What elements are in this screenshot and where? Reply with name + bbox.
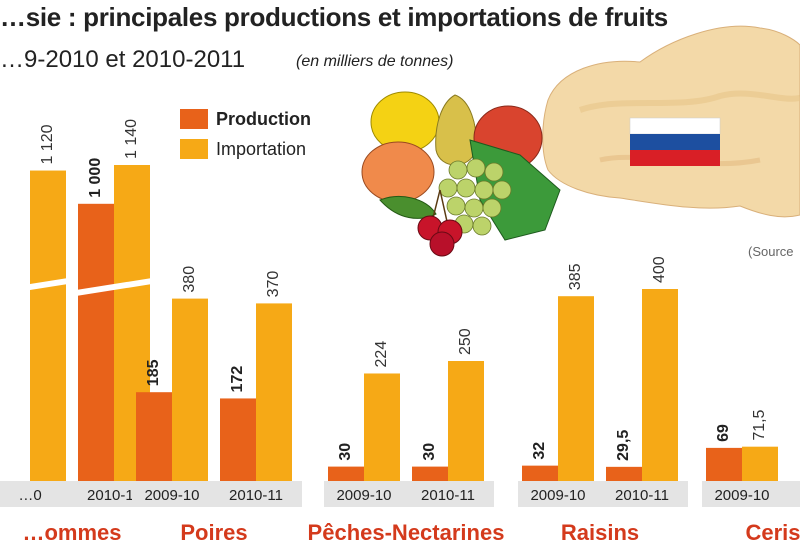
importation-value-label: 1 120: [39, 124, 56, 164]
legend-item-production: Production: [180, 104, 311, 134]
period-label: 2010-11: [229, 487, 283, 504]
period-label: 2009-10: [144, 487, 199, 504]
legend-swatch-production: [180, 109, 208, 129]
legend-label-production: Production: [216, 108, 311, 129]
production-value-label: 69: [715, 424, 732, 442]
bar-importation: [558, 296, 594, 481]
bar-production: [78, 203, 114, 482]
importation-value-label: 71,5: [751, 409, 768, 440]
importation-value-label: 1 140: [123, 119, 140, 159]
importation-value-label: 380: [181, 266, 198, 293]
bar-production: [706, 447, 742, 481]
axis-break: [76, 278, 152, 296]
production-value-label: 185: [145, 359, 162, 386]
bar-production: [220, 398, 256, 481]
legend-label-importation: Importation: [216, 138, 307, 159]
chart-subtitle: …9-2010 et 2010-2011: [0, 46, 246, 73]
importation-value-label: 385: [567, 263, 584, 290]
importation-value-label: 370: [265, 271, 282, 298]
chart-unit: (en milliers de tonnes): [296, 53, 454, 70]
importation-value-label: 250: [457, 328, 474, 355]
importation-value-label: 224: [373, 341, 390, 368]
production-value-label: 172: [229, 366, 246, 393]
period-band: [702, 481, 800, 507]
bar-production: [606, 466, 642, 481]
category-label: Raisins: [561, 520, 639, 545]
production-value-label: 30: [337, 443, 354, 461]
chart-source: (Source: [748, 244, 794, 259]
production-value-label: 32: [531, 442, 548, 460]
period-label: 2009-10: [530, 487, 585, 504]
bar-importation: [448, 361, 484, 481]
bar-production: [522, 465, 558, 481]
importation-value-label: 400: [651, 256, 668, 283]
category-label: Poires: [180, 520, 247, 545]
legend-swatch-importation: [180, 139, 208, 159]
axis-break: [0, 278, 68, 295]
period-label: 2010-11: [615, 487, 669, 504]
period-label: 2010-11: [421, 487, 475, 504]
category-label: Pêches-Nectarines: [308, 520, 505, 545]
period-label: …0: [18, 487, 41, 504]
period-band: [518, 481, 688, 507]
bar-importation: [30, 170, 66, 481]
bar-importation: [742, 446, 778, 481]
bar-importation: [642, 289, 678, 481]
russian-flag-icon: [629, 117, 721, 166]
legend-item-importation: Importation: [180, 134, 311, 164]
bar-production: [328, 466, 364, 481]
production-value-label: 30: [421, 443, 438, 461]
legend: Production Importation: [180, 104, 311, 164]
period-band: [132, 481, 302, 507]
category-label: …ommes: [22, 520, 121, 545]
production-value-label: 29,5: [615, 430, 632, 461]
period-label: 2009-10: [336, 487, 391, 504]
production-value-label: 1 000: [87, 158, 104, 198]
bar-importation: [256, 303, 292, 481]
chart-title: …sie : principales productions et import…: [0, 2, 668, 32]
period-band: [324, 481, 494, 507]
bar-importation: [172, 298, 208, 481]
period-label: 2010-11: [87, 487, 141, 504]
bar-importation: [364, 373, 400, 481]
period-label: 2009-10: [714, 487, 769, 504]
category-label: Ceris…: [745, 520, 800, 545]
bar-production: [136, 392, 172, 481]
fruit-basket-icon: [361, 91, 561, 257]
bar-production: [412, 466, 448, 481]
